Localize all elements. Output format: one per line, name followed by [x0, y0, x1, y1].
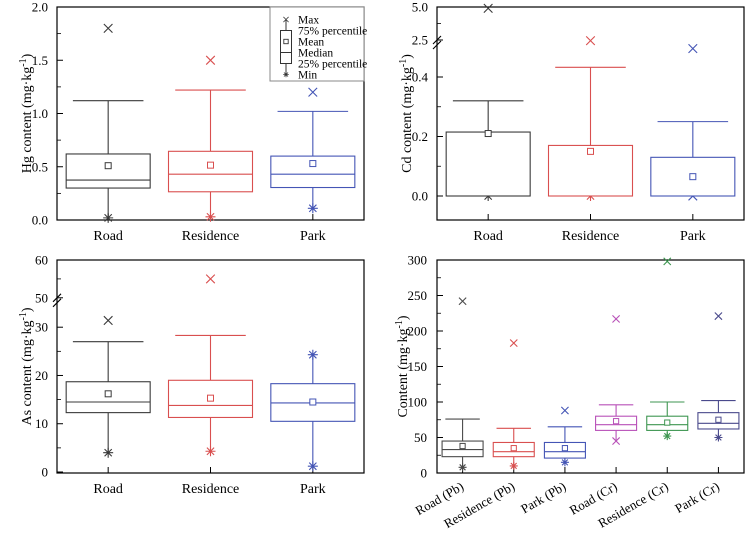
svg-text:Residence: Residence [182, 482, 240, 497]
svg-text:20: 20 [35, 368, 48, 383]
svg-text:0.0: 0.0 [32, 213, 48, 228]
svg-text:Hg content (mg·kg-1): Hg content (mg·kg-1) [18, 53, 36, 173]
svg-text:300: 300 [408, 253, 428, 268]
svg-text:10: 10 [35, 416, 48, 431]
svg-text:Content (mg·kg-1): Content (mg·kg-1) [394, 315, 412, 417]
svg-text:50: 50 [35, 290, 48, 305]
svg-text:0.0: 0.0 [412, 189, 428, 204]
svg-text:Road: Road [473, 229, 503, 244]
svg-text:5.0: 5.0 [412, 0, 428, 15]
svg-text:Park: Park [300, 229, 326, 244]
svg-text:2.0: 2.0 [32, 0, 48, 15]
svg-text:60: 60 [35, 253, 48, 268]
svg-text:Park: Park [300, 482, 326, 497]
svg-text:30: 30 [35, 320, 48, 335]
svg-text:Road: Road [93, 482, 123, 497]
svg-text:0: 0 [42, 465, 49, 480]
svg-text:Residence: Residence [182, 229, 240, 244]
svg-text:0: 0 [421, 466, 428, 481]
svg-text:As content (mg·kg-1): As content (mg·kg-1) [18, 307, 36, 425]
svg-text:250: 250 [408, 288, 428, 303]
svg-text:Cd content (mg·kg-1): Cd content (mg·kg-1) [398, 54, 416, 173]
svg-text:2.5: 2.5 [412, 33, 428, 48]
svg-text:Road: Road [93, 229, 123, 244]
svg-text:Min: Min [298, 70, 317, 82]
svg-text:Residence: Residence [562, 229, 620, 244]
svg-text:50: 50 [414, 430, 427, 445]
svg-text:Park: Park [680, 229, 706, 244]
